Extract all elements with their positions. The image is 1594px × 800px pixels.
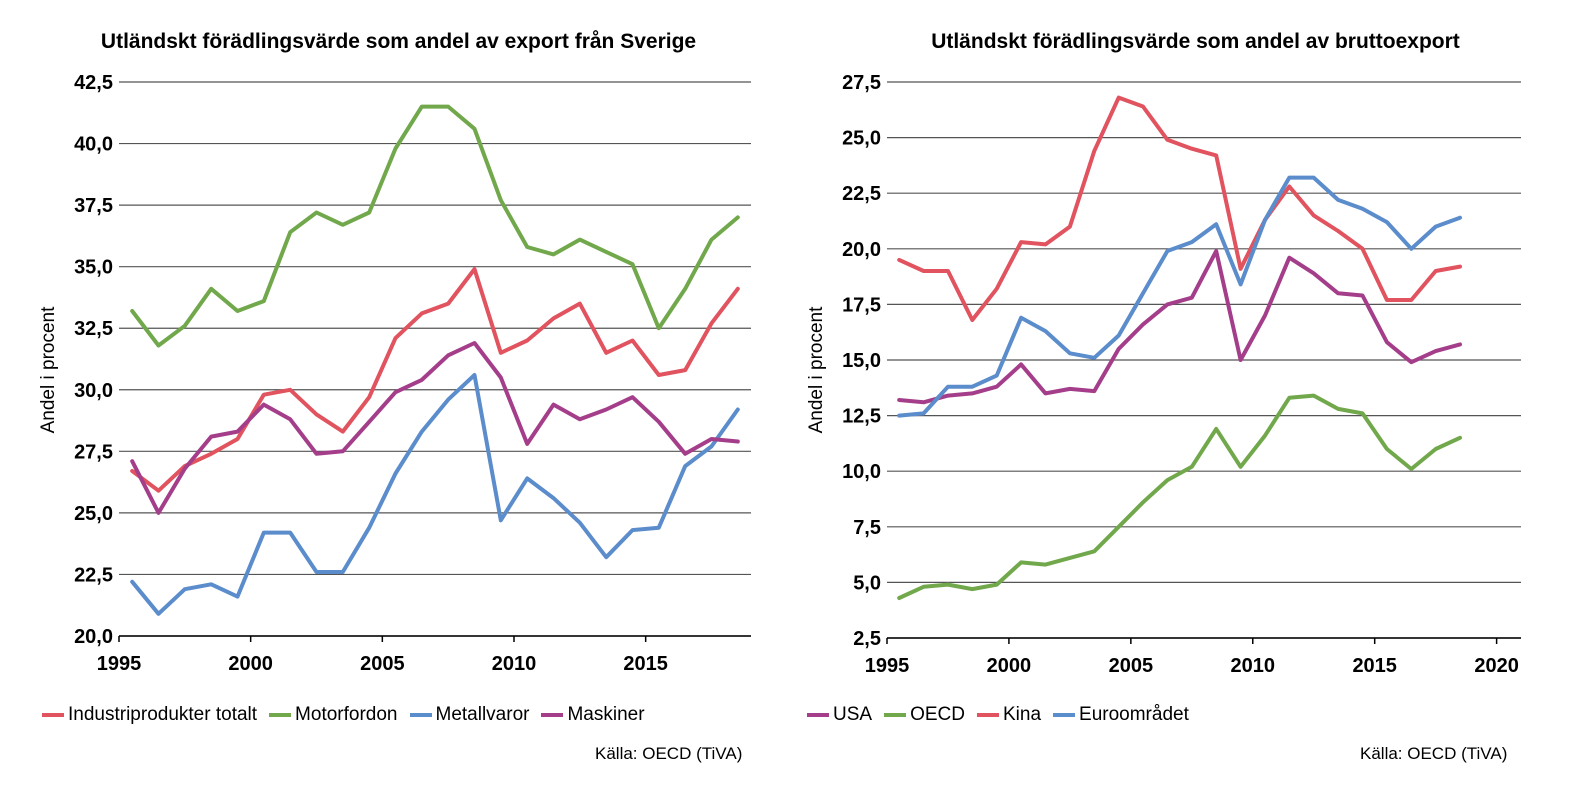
legend-item: OECD — [884, 704, 965, 726]
y-tick-label-left: 37,5 — [74, 195, 113, 217]
legend-item: Maskiner — [541, 704, 645, 726]
series-line-kina — [897, 95, 1462, 322]
chart-left-ylabel: Andel i procent — [38, 306, 59, 434]
series-line-euroområdet — [897, 175, 1462, 418]
x-tick-label-right: 2010 — [1231, 655, 1276, 677]
series-line-industriprodukter-totalt — [130, 267, 740, 493]
legend-swatch — [409, 713, 432, 717]
chart-left-plot: 20,0 22,5 25,0 27,5 30,0 32,5 35,0 37,5 40,0 42,5… — [74, 72, 751, 675]
chart-right-ylabel: Andel i procent — [806, 306, 827, 434]
y-tick-label-right: 5,0 — [853, 572, 881, 594]
x-tick-label-left: 2005 — [360, 653, 405, 675]
y-tick-label-left: 20,0 — [74, 626, 113, 648]
legend-label: Euroområdet — [1079, 704, 1189, 725]
x-tick-label-right: 2015 — [1352, 655, 1397, 677]
chart-right-title: Utländskt förädlingsvärde som andel av b… — [931, 30, 1460, 53]
legend-label: Motorfordon — [295, 704, 398, 725]
series-line-usa — [897, 249, 1462, 405]
x-tick-label-left: 2015 — [623, 653, 668, 675]
legend-item: Industriprodukter totalt — [42, 704, 257, 726]
y-tick-label-right: 10,0 — [842, 461, 881, 483]
x-tick-label-left: 1995 — [97, 653, 142, 675]
legend-item: Metallvaror — [409, 704, 530, 726]
y-tick-label-left: 40,0 — [74, 134, 113, 156]
y-tick-label-right: 2,5 — [853, 628, 881, 650]
y-tick-label-right: 7,5 — [853, 517, 881, 539]
legend-item: Euroområdet — [1053, 704, 1189, 726]
chart-left-source: Källa: OECD (TiVA) — [595, 744, 743, 763]
chart-right-legend: USA OECD Kina Euroområdet — [807, 704, 1201, 726]
y-tick-label-right: 20,0 — [842, 239, 881, 261]
y-tick-label-left: 35,0 — [74, 257, 113, 279]
y-tick-label-left: 32,5 — [74, 318, 113, 340]
y-tick-label-left: 42,5 — [74, 72, 113, 94]
x-tick-label-left: 2000 — [228, 653, 273, 675]
legend-label: Kina — [1002, 704, 1042, 725]
y-tick-label-right: 17,5 — [842, 294, 881, 316]
legend-item: Kina — [976, 704, 1042, 726]
chart-left-legend: Industriprodukter totalt Motorfordon Metal… — [42, 704, 657, 726]
chart-panel-right: 2,5 5,0 7,5 10,0 12,5 15,0 17,5 20,0 22,5 25,0 27,… — [797, 0, 1594, 800]
chart-right-source: Källa: OECD (TiVA) — [1360, 744, 1508, 763]
legend-swatch — [42, 713, 64, 717]
x-tick-label-left: 2010 — [492, 653, 537, 675]
legend-swatch — [807, 713, 829, 717]
y-tick-label-right: 12,5 — [842, 406, 881, 428]
y-tick-label-left: 25,0 — [74, 503, 113, 525]
series-line-oecd — [897, 393, 1462, 600]
chart-panel-left: 20,0 22,5 25,0 27,5 30,0 32,5 35,0 37,5 40,0 42,5… — [38, 30, 751, 763]
x-tick-label-right: 2000 — [987, 655, 1032, 677]
series-line-maskiner — [130, 341, 740, 515]
y-tick-label-left: 22,5 — [74, 564, 113, 586]
x-tick-label-right: 2005 — [1109, 655, 1154, 677]
legend-swatch — [976, 713, 999, 717]
legend-label: OECD — [910, 704, 965, 725]
y-tick-label-right: 22,5 — [842, 183, 881, 205]
y-tick-label-left: 27,5 — [74, 441, 113, 463]
y-tick-label-right: 27,5 — [842, 72, 881, 94]
chart-left-title: Utländskt förädlingsvärde som andel av e… — [100, 30, 697, 53]
y-tick-label-right: 25,0 — [842, 128, 881, 150]
series-line-motorfordon — [130, 104, 740, 348]
legend-label: Maskiner — [567, 704, 645, 725]
legend-swatch — [884, 713, 907, 717]
legend-label: Metallvaror — [435, 704, 530, 725]
y-tick-label-right: 15,0 — [842, 350, 881, 372]
x-tick-label-right: 2020 — [1474, 655, 1519, 677]
y-tick-label-left: 30,0 — [74, 380, 113, 402]
legend-swatch — [269, 713, 292, 717]
legend-item: USA — [807, 704, 872, 726]
chart-right-plot: 2,5 5,0 7,5 10,0 12,5 15,0 17,5 20,0 22,5 25,0 27,… — [842, 72, 1521, 677]
x-tick-label-right: 1995 — [865, 655, 910, 677]
legend-item: Motorfordon — [269, 704, 398, 726]
series-line-metallvaror — [130, 373, 740, 616]
legend-label: Industriprodukter totalt — [68, 704, 258, 725]
legend-swatch — [541, 713, 564, 717]
legend-swatch — [1053, 713, 1076, 717]
legend-label: USA — [833, 704, 873, 725]
